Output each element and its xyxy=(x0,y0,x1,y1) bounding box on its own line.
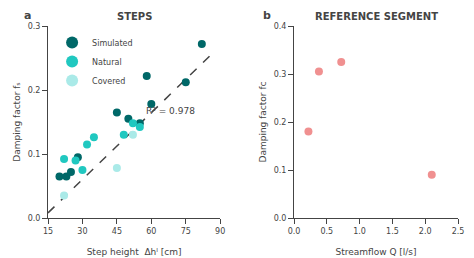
svg-text:a: a xyxy=(24,9,31,22)
svg-text:0.1: 0.1 xyxy=(28,150,41,159)
svg-text:Streamflow Q [l/s]: Streamflow Q [l/s] xyxy=(335,247,416,257)
svg-text:STEPS: STEPS xyxy=(117,11,152,22)
svg-text:0.1: 0.1 xyxy=(274,166,287,175)
svg-text:0.0: 0.0 xyxy=(288,227,301,236)
svg-text:0.3: 0.3 xyxy=(28,22,41,31)
svg-text:0.0: 0.0 xyxy=(28,214,41,223)
svg-text:R² = 0.978: R² = 0.978 xyxy=(146,106,195,116)
svg-text:2.0: 2.0 xyxy=(419,227,432,236)
svg-text:Step height Δhᴵ [cm]: Step height Δhᴵ [cm] xyxy=(87,247,182,257)
svg-text:0.4: 0.4 xyxy=(274,22,287,31)
svg-text:0.0: 0.0 xyxy=(274,214,287,223)
svg-text:b: b xyxy=(263,9,271,22)
svg-text:Simulated: Simulated xyxy=(92,39,132,48)
svg-text:1.0: 1.0 xyxy=(353,227,366,236)
svg-text:30: 30 xyxy=(77,227,87,236)
svg-text:75: 75 xyxy=(181,227,191,236)
svg-text:0.2: 0.2 xyxy=(28,86,41,95)
svg-text:0.2: 0.2 xyxy=(274,118,287,127)
svg-text:0.3: 0.3 xyxy=(274,70,287,79)
svg-text:2.5: 2.5 xyxy=(452,227,465,236)
svg-text:90: 90 xyxy=(215,227,225,236)
svg-text:Covered: Covered xyxy=(92,77,125,86)
svg-text:45: 45 xyxy=(112,227,122,236)
svg-text:60: 60 xyxy=(146,227,156,236)
svg-text:Natural: Natural xyxy=(92,58,122,67)
svg-text:15: 15 xyxy=(43,227,53,236)
svg-text:REFERENCE SEGMENT: REFERENCE SEGMENT xyxy=(315,11,438,22)
svg-text:Damping factor fₛ: Damping factor fₛ xyxy=(12,82,22,161)
svg-text:1.5: 1.5 xyxy=(386,227,399,236)
svg-text:Damping factor fᴄ: Damping factor fᴄ xyxy=(258,81,268,162)
svg-text:0.5: 0.5 xyxy=(320,227,333,236)
